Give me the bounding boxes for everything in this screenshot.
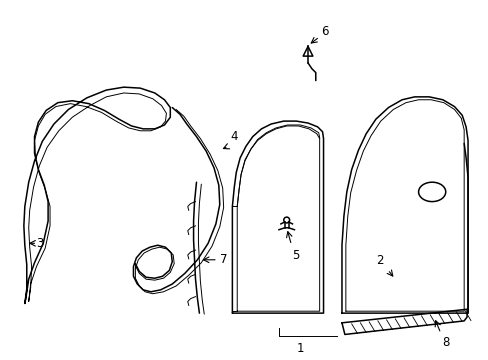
Text: 3: 3 [37, 237, 44, 250]
Text: 7: 7 [219, 253, 227, 266]
Text: 8: 8 [441, 336, 448, 350]
Text: 6: 6 [321, 25, 328, 39]
Text: 1: 1 [296, 342, 304, 355]
Text: 4: 4 [230, 130, 238, 143]
Text: 2: 2 [375, 253, 383, 266]
Text: 5: 5 [292, 249, 299, 262]
